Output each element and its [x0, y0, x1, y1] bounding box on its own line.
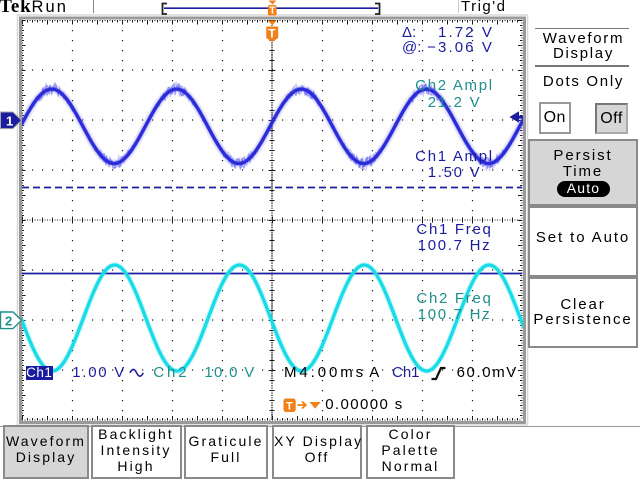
svg-text:T: T: [286, 401, 293, 413]
svg-text:T: T: [268, 27, 276, 41]
svg-text:1: 1: [6, 114, 13, 129]
svg-text:2: 2: [5, 314, 12, 329]
svg-text:T: T: [269, 6, 275, 17]
